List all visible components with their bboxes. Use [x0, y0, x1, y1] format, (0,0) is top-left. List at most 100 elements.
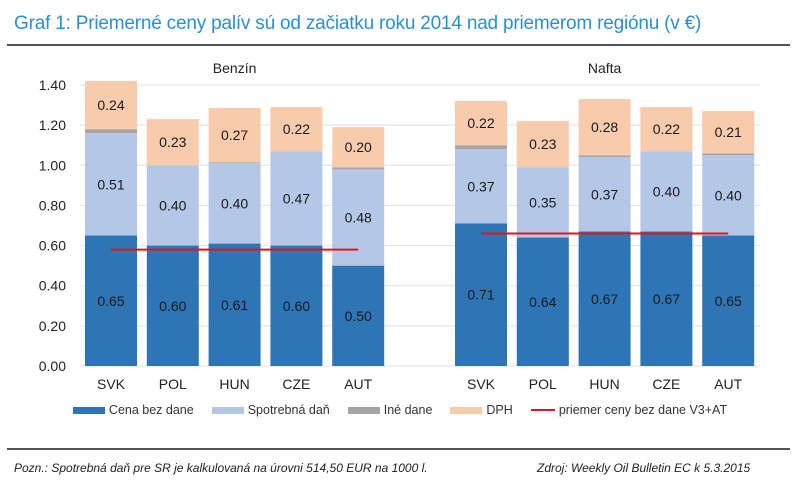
x-tick-label: SVK: [97, 376, 126, 392]
legend-swatch: [450, 406, 483, 414]
bar-segment-dph: [516, 121, 569, 168]
x-tick-label: AUT: [344, 376, 372, 392]
bar-segment-cena: [702, 235, 755, 366]
data-label: 0.22: [283, 121, 310, 137]
legend-swatch: [530, 409, 555, 411]
y-tick-label: 0.20: [39, 318, 66, 334]
bar-segment-dph: [85, 80, 137, 130]
data-label: 0.67: [653, 291, 680, 307]
y-tick-label: 1.40: [39, 77, 66, 93]
x-tick-label: HUN: [589, 376, 619, 392]
bar-segment-cena: [85, 235, 137, 366]
bar-segment-ine: [578, 155, 631, 158]
data-label: 0.22: [653, 121, 680, 137]
legend-swatch: [72, 406, 105, 414]
bar-segment-cena: [455, 223, 507, 366]
data-label: 0.47: [283, 190, 310, 206]
footnote: Pozn.: Spotrebná daň pre SR je kalkulova…: [14, 461, 428, 475]
legend-label: Cena bez dane: [108, 403, 194, 417]
data-label: 0.40: [159, 197, 186, 213]
legend-item-ine: Iné dane: [347, 403, 433, 417]
bar-segment-cena: [146, 245, 199, 366]
data-label: 0.40: [715, 187, 742, 203]
data-label: 0.51: [97, 176, 124, 192]
bar-segment-dph: [640, 107, 693, 152]
data-label: 0.23: [159, 134, 186, 150]
data-label: 0.21: [715, 124, 742, 140]
x-tick-label: HUN: [219, 376, 249, 392]
bar-segment-spotrebna: [516, 167, 569, 238]
legend-item-avg: priemer ceny bez dane V3+AT: [530, 403, 728, 417]
bar-segment-dph: [332, 127, 385, 168]
legend-label: Iné dane: [383, 403, 433, 417]
chart-title: Graf 1: Priemerné ceny palív sú od začia…: [14, 13, 702, 34]
x-tick-label: CZE: [282, 376, 310, 392]
panel-title: Nafta: [588, 60, 622, 76]
y-tick-label: 0.80: [39, 197, 66, 213]
bar-segment-spotrebna: [270, 151, 323, 246]
bar-segment-cena: [640, 231, 693, 366]
bar-segment-dph: [455, 101, 507, 146]
bar-segment-ine: [85, 129, 137, 134]
data-label: 0.23: [529, 136, 556, 152]
legend-swatch: [211, 406, 244, 414]
data-label: 0.40: [653, 183, 680, 199]
panel-title: Benzín: [213, 60, 257, 76]
bar-segment-spotrebna: [702, 155, 755, 236]
bar-segment-ine: [455, 145, 507, 150]
bar-segment-dph: [578, 99, 631, 156]
y-tick-label: 1.20: [39, 117, 66, 133]
y-tick-label: 0.60: [39, 238, 66, 254]
x-tick-label: SVK: [467, 376, 496, 392]
stacked-bar-chart: 0.00 0.20 0.40 0.60 0.80 1.00 1.20 1.40 Benzín 0.…: [39, 60, 760, 392]
bottom-divider: [7, 448, 790, 450]
data-label: 0.20: [345, 139, 372, 155]
data-label: 0.67: [591, 291, 618, 307]
data-label: 0.27: [221, 127, 248, 143]
bar-segment-cena: [516, 237, 569, 366]
data-label: 0.22: [467, 115, 494, 131]
data-label: 0.65: [715, 293, 742, 309]
data-label: 0.48: [345, 209, 372, 225]
y-tick-label: 0.40: [39, 278, 66, 294]
data-label: 0.35: [529, 194, 556, 210]
x-tick-label: POL: [159, 376, 187, 392]
data-label: 0.60: [283, 298, 310, 314]
bar-segment-cena: [270, 245, 323, 366]
bar-segment-ine: [332, 167, 385, 170]
bar-segment-cena: [578, 231, 631, 366]
bar-segment-spotrebna: [85, 133, 137, 236]
legend-label: DPH: [486, 403, 513, 417]
data-label: 0.60: [159, 298, 186, 314]
legend-item-spotrebna: Spotrebná daň: [211, 403, 330, 417]
y-tick-label: 0.00: [39, 358, 66, 374]
bar-segment-dph: [702, 111, 755, 154]
source-note: Zdroj: Weekly Oil Bulletin EC k 5.3.2015: [537, 461, 751, 475]
bar-segment-spotrebna: [578, 157, 631, 232]
data-label: 0.50: [345, 308, 372, 324]
data-label: 0.61: [221, 297, 248, 313]
data-label: 0.28: [591, 119, 618, 135]
bar-segment-spotrebna: [146, 165, 199, 246]
bar-segment-dph: [270, 107, 323, 152]
bar-segment-ine: [208, 162, 261, 164]
data-label: 0.37: [467, 178, 494, 194]
x-tick-label: AUT: [714, 376, 742, 392]
data-label: 0.24: [97, 97, 124, 113]
y-tick-label: 1.00: [39, 157, 66, 173]
bar-segment-dph: [146, 119, 199, 166]
x-tick-label: POL: [529, 376, 557, 392]
data-label: 0.37: [591, 186, 618, 202]
data-label: 0.65: [97, 293, 124, 309]
legend-item-cena: Cena bez dane: [72, 403, 194, 417]
x-tick-label: CZE: [652, 376, 680, 392]
legend-label: priemer ceny bez dane V3+AT: [558, 403, 728, 417]
bar-segment-cena: [208, 243, 261, 366]
data-label: 0.64: [529, 294, 556, 310]
bar-segment-spotrebna: [208, 163, 261, 244]
chart-legend: Cena bez dane Spotrebná daň Iné dane DPH pri…: [0, 403, 800, 417]
top-divider: [7, 44, 790, 46]
legend-item-dph: DPH: [450, 403, 513, 417]
bar-segment-spotrebna: [455, 149, 507, 224]
legend-label: Spotrebná daň: [247, 403, 330, 417]
